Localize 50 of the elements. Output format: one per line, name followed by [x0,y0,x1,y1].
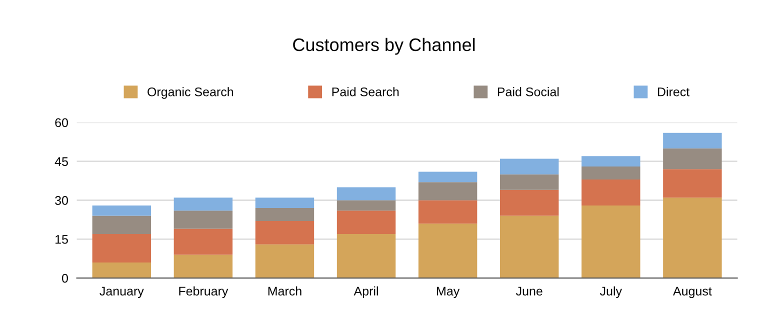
y-tick-label: 30 [55,196,68,205]
bar [92,234,151,262]
chart-title: Customers by Channel [293,38,475,55]
bar [174,228,233,255]
x-tick-label: January [100,286,144,298]
x-tick-label: April [354,286,378,298]
bar [582,205,640,278]
bar [255,244,314,278]
legend-label: Organic Search [148,87,234,99]
bar [663,132,722,148]
legend-label: Paid Search [332,87,399,96]
y-tick-label: 0 [62,274,68,283]
bar [418,182,478,200]
bar [418,200,478,224]
bar [663,198,722,278]
bar [500,190,559,216]
bar [336,187,396,200]
bar [663,148,722,170]
bar [582,166,640,180]
bar [500,216,559,278]
bar [663,169,722,198]
x-tick-label: March [268,286,302,296]
bar [174,198,233,211]
x-tick-label: May [437,286,460,298]
bar [174,210,233,229]
bar [582,180,640,206]
bar [418,172,478,182]
bar [336,200,396,211]
x-tick-label: August [673,286,712,298]
legend-label: Direct [658,87,690,96]
x-tick-label: July [600,286,622,298]
bar [336,210,396,234]
bar [92,205,151,216]
bar [336,234,396,278]
bar [500,174,559,190]
bar [418,224,478,278]
bar [255,221,314,244]
bar [174,254,233,278]
legend-label: Paid Social [498,87,559,96]
bar [255,208,314,221]
y-tick-label: 15 [56,235,68,244]
bar [255,198,314,208]
bar [582,156,640,167]
x-tick-label: June [516,286,542,296]
bar [92,262,151,278]
y-tick-label: 60 [55,118,68,128]
bar [500,158,559,174]
x-tick-label: February [179,286,228,298]
y-tick-label: 45 [54,157,68,166]
bar [92,216,151,234]
